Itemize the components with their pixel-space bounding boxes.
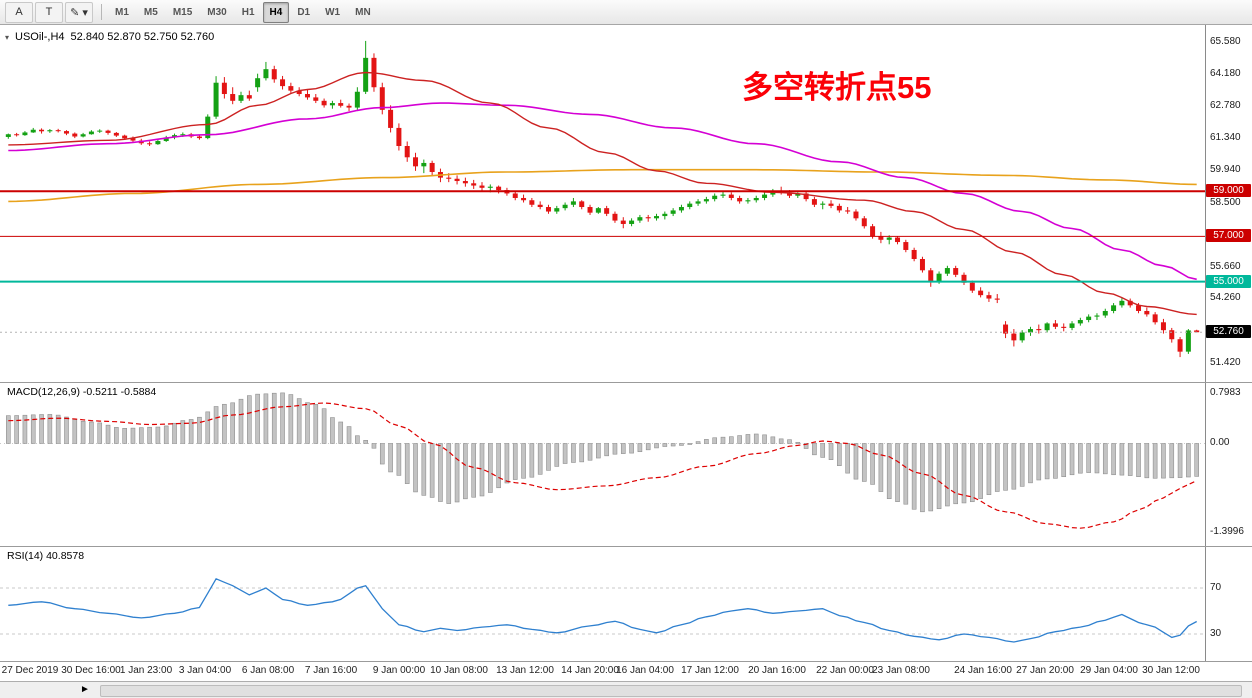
axis-tick-label: 0.7983 bbox=[1210, 387, 1241, 398]
axis-tick-label: 62.780 bbox=[1210, 99, 1241, 111]
rsi-line bbox=[8, 577, 1198, 643]
price-level-badge: 59.000 bbox=[1206, 184, 1251, 198]
timeframe-button-w1[interactable]: W1 bbox=[325, 6, 341, 18]
toolbar-separator bbox=[101, 4, 102, 20]
time-axis-label: 17 Jan 12:00 bbox=[681, 665, 739, 676]
timeframe-group: M1 M5 M15 M30 H1 H4 D1 W1 MN bbox=[108, 1, 379, 23]
axis-tick-label: 54.260 bbox=[1210, 292, 1241, 304]
axis-tick-label: 59.940 bbox=[1210, 163, 1241, 175]
rsi-indicator-plot[interactable] bbox=[0, 547, 1205, 661]
timeframe-button-mn[interactable]: MN bbox=[355, 6, 371, 18]
axis-tick-label: -1.3996 bbox=[1210, 526, 1244, 537]
scroll-position-arrow-icon[interactable]: ► bbox=[80, 684, 90, 695]
time-axis-label: 10 Jan 08:00 bbox=[430, 665, 488, 676]
time-axis-label: 29 Jan 04:00 bbox=[1080, 665, 1138, 676]
axis-tick-label: 58.500 bbox=[1210, 196, 1241, 208]
ma-orange-line bbox=[8, 168, 1197, 203]
time-axis-label: 20 Jan 16:00 bbox=[748, 665, 806, 676]
macd-histogram-layer bbox=[6, 392, 1199, 513]
axis-tick-label: 51.420 bbox=[1210, 356, 1241, 368]
price-level-badge: 55.000 bbox=[1206, 274, 1251, 288]
main-chart-plot[interactable] bbox=[0, 25, 1205, 382]
timeframe-button-m1[interactable]: M1 bbox=[115, 6, 129, 18]
time-axis-label: 30 Jan 12:00 bbox=[1142, 665, 1200, 676]
time-axis-label: 6 Jan 08:00 bbox=[241, 665, 295, 676]
timeframe-button-d1[interactable]: D1 bbox=[297, 6, 311, 18]
chart-ohlc-label: 52.840 52.870 52.750 52.760 bbox=[70, 31, 215, 43]
chart-annotation-text: 多空转折点55 bbox=[742, 70, 932, 105]
time-axis-label: 3 Jan 04:00 bbox=[178, 665, 232, 676]
time-axis-label: 7 Jan 16:00 bbox=[304, 665, 358, 676]
macd-indicator-plot[interactable] bbox=[0, 383, 1205, 546]
main-price-axis: 65.580 64.180 62.780 61.340 59.940 58.500 55.6… bbox=[1206, 25, 1252, 382]
horizontal-scrollbar[interactable]: ► bbox=[0, 681, 1252, 698]
scrollbar-thumb[interactable] bbox=[100, 685, 1242, 697]
axis-tick-label: 70 bbox=[1210, 582, 1222, 593]
moving-averages-layer bbox=[8, 71, 1197, 316]
ma-magenta-line bbox=[8, 102, 1197, 281]
axis-tick-label: 30 bbox=[1210, 628, 1222, 639]
time-axis-label: 1 Jan 23:00 bbox=[119, 665, 173, 676]
time-axis-separator bbox=[0, 661, 1252, 662]
draw-tool-button[interactable]: T bbox=[35, 1, 63, 23]
toolbar: A T ✎ ▾ M1 M5 M15 M30 H1 H4 D1 W1 MN bbox=[0, 0, 1252, 25]
time-axis[interactable]: 27 Dec 2019 30 Dec 16:00 1 Jan 23:00 3 Jan … bbox=[0, 662, 1252, 681]
panel-splitter-macd[interactable] bbox=[0, 382, 1252, 383]
time-axis-label: 24 Jan 16:00 bbox=[954, 665, 1012, 676]
rsi-axis: 70 30 bbox=[1206, 547, 1252, 661]
timeframe-button-m30[interactable]: M30 bbox=[207, 6, 227, 18]
macd-axis: 0.7983 0.00 -1.3996 bbox=[1206, 383, 1252, 546]
panel-splitter-rsi[interactable] bbox=[0, 546, 1252, 547]
time-axis-label: 13 Jan 12:00 bbox=[496, 665, 554, 676]
candles-layer bbox=[5, 40, 1200, 358]
axis-tick-label: 65.580 bbox=[1210, 36, 1241, 48]
axis-tick-label: 61.340 bbox=[1210, 132, 1241, 144]
chart-symbol-label: USOil-,H4 bbox=[15, 31, 65, 43]
time-axis-label: 14 Jan 20:00 bbox=[561, 665, 619, 676]
axis-border-line bbox=[1205, 25, 1206, 662]
time-axis-label: 27 Dec 2019 bbox=[1, 665, 59, 676]
time-axis-label: 16 Jan 04:00 bbox=[616, 665, 674, 676]
ma-red-line bbox=[8, 71, 1197, 316]
text-tool-button[interactable]: A bbox=[5, 1, 33, 23]
timeframe-button-h4[interactable]: H4 bbox=[262, 1, 290, 23]
time-axis-label: 22 Jan 00:00 bbox=[816, 665, 874, 676]
axis-tick-label: 64.180 bbox=[1210, 68, 1241, 80]
shapes-tool-button[interactable]: ✎ ▾ bbox=[65, 1, 93, 23]
timeframe-button-m15[interactable]: M15 bbox=[172, 6, 193, 18]
price-level-badge: 57.000 bbox=[1206, 229, 1251, 243]
price-level-badge: 52.760 bbox=[1206, 325, 1251, 339]
timeframe-button-m5[interactable]: M5 bbox=[143, 6, 158, 18]
axis-tick-label: 0.00 bbox=[1210, 437, 1230, 449]
macd-label: MACD(12,26,9) -0.5211 -0.5884 bbox=[7, 386, 157, 398]
toolbar-tools-group: A T ✎ ▾ bbox=[5, 1, 95, 23]
axis-tick-label: 55.660 bbox=[1210, 260, 1241, 272]
timeframe-button-h1[interactable]: H1 bbox=[241, 6, 255, 18]
time-axis-label: 27 Jan 20:00 bbox=[1016, 665, 1074, 676]
time-axis-label: 23 Jan 08:00 bbox=[872, 665, 930, 676]
macd-signal-line bbox=[8, 402, 1197, 529]
time-axis-label: 9 Jan 00:00 bbox=[372, 665, 426, 676]
rsi-label: RSI(14) 40.8578 bbox=[7, 550, 85, 562]
chart-collapse-icon[interactable]: ▾ bbox=[5, 32, 10, 42]
horizontal-lines-layer[interactable] bbox=[0, 190, 1205, 283]
chart-title: ▾ USOil-,H4 52.840 52.870 52.750 52.760 bbox=[5, 31, 214, 43]
time-axis-label: 30 Dec 16:00 bbox=[61, 665, 121, 676]
